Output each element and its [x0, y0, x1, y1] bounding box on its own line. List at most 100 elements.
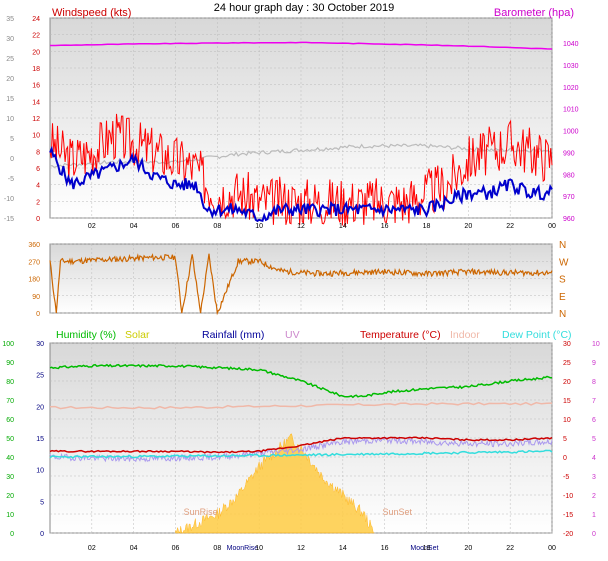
wind-left-tick-label: 0 [36, 216, 40, 223]
dir-left-tick-label: 90 [32, 294, 40, 301]
wind-x-tick-label: 04 [130, 223, 138, 230]
compass-label: N [559, 309, 566, 320]
compass-label: E [559, 292, 566, 303]
wind-right-tick-label: 1010 [563, 107, 579, 114]
uv-right-tick-label: 3 [592, 474, 596, 481]
dew-point-line [49, 449, 553, 459]
indoor-temp-line [49, 401, 553, 410]
wind-right-tick-label: 960 [563, 216, 575, 223]
wind-left-tick-label: 8 [36, 149, 40, 156]
wind-left2-tick-label: -5 [8, 176, 14, 183]
wind-avg-line [49, 145, 553, 223]
wind-left2-tick-label: 35 [6, 16, 14, 23]
wind-left2-tick-label: 20 [6, 76, 14, 83]
compass-label: W [559, 257, 569, 268]
wind-left-tick-label: 22 [32, 33, 40, 40]
temp-right-tick-label: 20 [563, 379, 571, 386]
rain-left-tick-label: 0 [40, 531, 44, 538]
wind-x-tick-label: 02 [88, 223, 96, 230]
hum-left-tick-label: 90 [6, 360, 14, 367]
uv-right-tick-label: 8 [592, 379, 596, 386]
rain-left-tick-label: 20 [36, 404, 44, 411]
hum-left-tick-label: 30 [6, 474, 14, 481]
hum-left-tick-label: 50 [6, 436, 14, 443]
wind-x-tick-label: 10 [255, 223, 263, 230]
temp-right-tick-label: 30 [563, 341, 571, 348]
wind-left2-tick-label: -15 [4, 216, 14, 223]
barometer-line [50, 41, 553, 50]
wind-left-tick-label: 24 [32, 16, 40, 23]
rain-left-tick-label: 10 [36, 468, 44, 475]
legend-item: Indoor [450, 329, 480, 341]
temp-x-tick-label: 04 [130, 545, 138, 552]
temp-x-tick-label: 12 [297, 545, 305, 552]
wind-left2-tick-label: -10 [4, 196, 14, 203]
temp-x-tick-label: 18 [423, 545, 431, 552]
legend-item: Humidity (%) [56, 329, 116, 341]
wind-x-tick-label: 18 [423, 223, 431, 230]
dir-left-tick-label: 270 [28, 259, 40, 266]
baro-ylabel: Barometer (hpa) [494, 7, 574, 19]
wind-left-tick-label: 20 [32, 49, 40, 56]
uv-right-tick-label: 7 [592, 398, 596, 405]
rain-left-tick-label: 5 [40, 499, 44, 506]
temp-x-tick-label: 20 [464, 545, 472, 552]
wind-x-tick-label: 12 [297, 223, 305, 230]
humidity-line [49, 363, 553, 399]
wind-left-tick-label: 18 [32, 66, 40, 73]
sunset-label: SunSet [382, 507, 412, 517]
wind-x-tick-label: 00 [548, 223, 556, 230]
legend-item: Rainfall (mm) [202, 329, 264, 341]
dir-plot-area [49, 243, 553, 314]
wind-left-tick-label: 2 [36, 199, 40, 206]
rain-left-tick-label: 30 [36, 341, 44, 348]
wind-left-tick-label: 4 [36, 183, 40, 190]
uv-right-tick-label: 5 [592, 436, 596, 443]
uv-right-tick-label: 2 [592, 493, 596, 500]
dir-left-tick-label: 360 [28, 242, 40, 249]
temp-x-tick-label: 00 [548, 545, 556, 552]
solar-area [175, 433, 375, 534]
wind-left-tick-label: 16 [32, 83, 40, 90]
moonset-label: MoonSet [410, 545, 438, 552]
wind-right-tick-label: 1020 [563, 85, 579, 92]
temp-x-tick-label: 16 [381, 545, 389, 552]
hum-left-tick-label: 80 [6, 379, 14, 386]
uv-line [49, 435, 553, 463]
temp-right-tick-label: -20 [563, 531, 573, 538]
temp-x-tick-label: 08 [213, 545, 221, 552]
uv-right-tick-label: 1 [592, 512, 596, 519]
hum-left-tick-label: 40 [6, 455, 14, 462]
wind-left-tick-label: 6 [36, 166, 40, 173]
wind-right-tick-label: 1040 [563, 41, 579, 48]
wind-panel: -15-10-505101520253035024681012141618202… [4, 7, 579, 230]
compass-label: S [559, 275, 566, 286]
wind-right-tick-label: 970 [563, 194, 575, 201]
wind-direction-line [49, 253, 553, 316]
wind-x-tick-label: 16 [381, 223, 389, 230]
wind-x-tick-label: 22 [506, 223, 514, 230]
uv-right-tick-label: 9 [592, 360, 596, 367]
temp-right-tick-label: -10 [563, 493, 573, 500]
moonrise-label: MoonRise [227, 545, 259, 552]
legend-item: UV [285, 329, 300, 341]
hum-left-tick-label: 60 [6, 417, 14, 424]
temp-right-tick-label: 0 [563, 455, 567, 462]
wind-right-tick-label: 1000 [563, 129, 579, 136]
wind-left-tick-label: 12 [32, 116, 40, 123]
temperature-line [49, 436, 553, 454]
temp-x-tick-label: 02 [88, 545, 96, 552]
temp-x-tick-label: 22 [506, 545, 514, 552]
uv-right-tick-label: 0 [592, 531, 596, 538]
temperature-panel: 0102030405060708090100051015202530-20-15… [2, 329, 600, 552]
wind-right-tick-label: 990 [563, 150, 575, 157]
temp-right-tick-label: 5 [563, 436, 567, 443]
dir-left-tick-label: 180 [28, 277, 40, 284]
wind-left2-tick-label: 0 [10, 156, 14, 163]
compass-label: N [559, 240, 566, 251]
temp-x-tick-label: 06 [172, 545, 180, 552]
wind-left2-tick-label: 25 [6, 56, 14, 63]
wind-left2-tick-label: 5 [10, 136, 14, 143]
legend-item: Temperature (°C) [360, 329, 441, 341]
